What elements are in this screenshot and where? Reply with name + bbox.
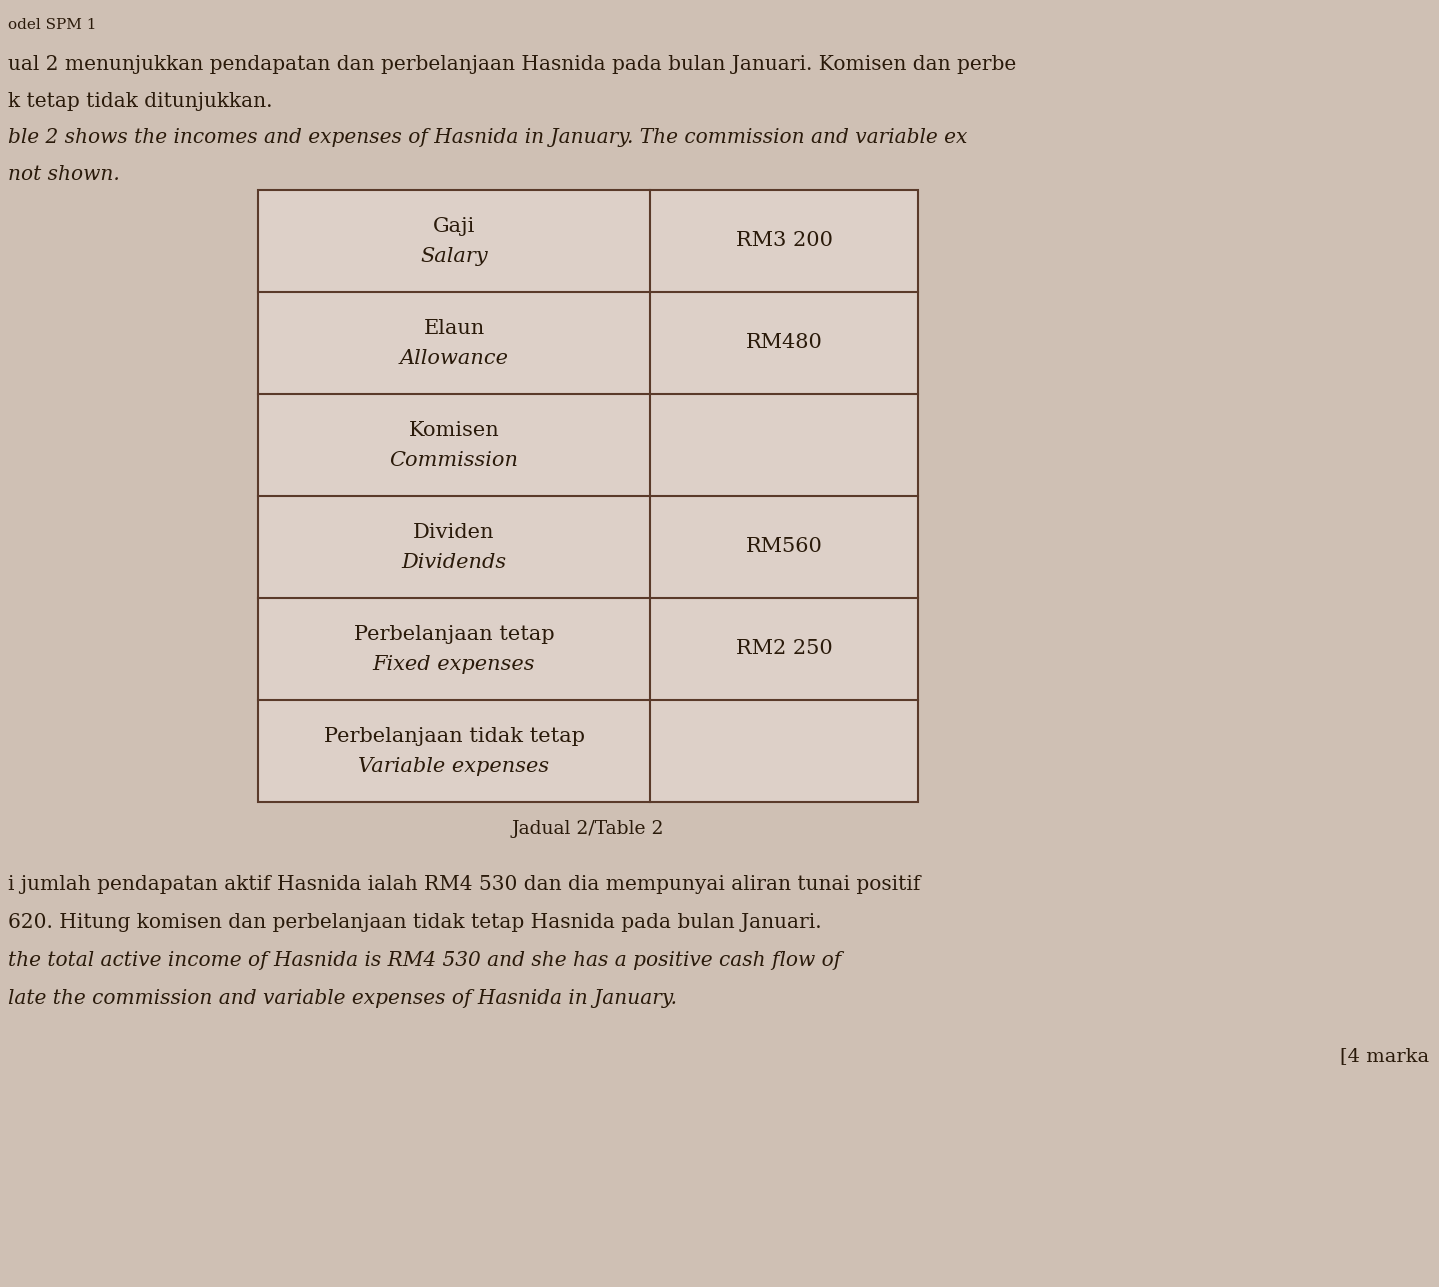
- Text: Variable expenses: Variable expenses: [358, 757, 550, 776]
- Text: ble 2 shows the incomes and expenses of Hasnida in January. The commission and v: ble 2 shows the incomes and expenses of …: [9, 127, 967, 147]
- Text: not shown.: not shown.: [9, 165, 119, 184]
- Text: Dividen: Dividen: [413, 523, 495, 542]
- Text: the total active income of Hasnida is RM4 530 and she has a positive cash flow o: the total active income of Hasnida is RM…: [9, 951, 842, 970]
- Text: late the commission and variable expenses of Hasnida in January.: late the commission and variable expense…: [9, 988, 676, 1008]
- Text: Perbelanjaan tidak tetap: Perbelanjaan tidak tetap: [324, 726, 584, 745]
- Text: Salary: Salary: [420, 247, 488, 265]
- Text: k tetap tidak ditunjukkan.: k tetap tidak ditunjukkan.: [9, 91, 272, 111]
- Text: RM560: RM560: [745, 538, 823, 556]
- Bar: [258, 190, 918, 802]
- Text: 620. Hitung komisen dan perbelanjaan tidak tetap Hasnida pada bulan Januari.: 620. Hitung komisen dan perbelanjaan tid…: [9, 912, 822, 932]
- Text: RM2 250: RM2 250: [735, 640, 832, 659]
- Text: Elaun: Elaun: [423, 318, 485, 337]
- Text: odel SPM 1: odel SPM 1: [9, 18, 96, 32]
- Text: RM480: RM480: [745, 333, 823, 353]
- Text: Allowance: Allowance: [400, 349, 508, 368]
- Text: [4 marka: [4 marka: [1340, 1048, 1429, 1066]
- Text: Commission: Commission: [390, 450, 518, 470]
- Text: RM3 200: RM3 200: [735, 232, 833, 251]
- Text: Perbelanjaan tetap: Perbelanjaan tetap: [354, 624, 554, 644]
- Text: Fixed expenses: Fixed expenses: [373, 655, 535, 673]
- Text: Gaji: Gaji: [433, 216, 475, 236]
- Text: ual 2 menunjukkan pendapatan dan perbelanjaan Hasnida pada bulan Januari. Komise: ual 2 menunjukkan pendapatan dan perbela…: [9, 55, 1016, 73]
- Text: Dividends: Dividends: [401, 552, 507, 571]
- Text: Komisen: Komisen: [409, 421, 499, 439]
- Text: i jumlah pendapatan aktif Hasnida ialah RM4 530 dan dia mempunyai aliran tunai p: i jumlah pendapatan aktif Hasnida ialah …: [9, 875, 921, 894]
- Text: Jadual 2/Table 2: Jadual 2/Table 2: [512, 820, 665, 838]
